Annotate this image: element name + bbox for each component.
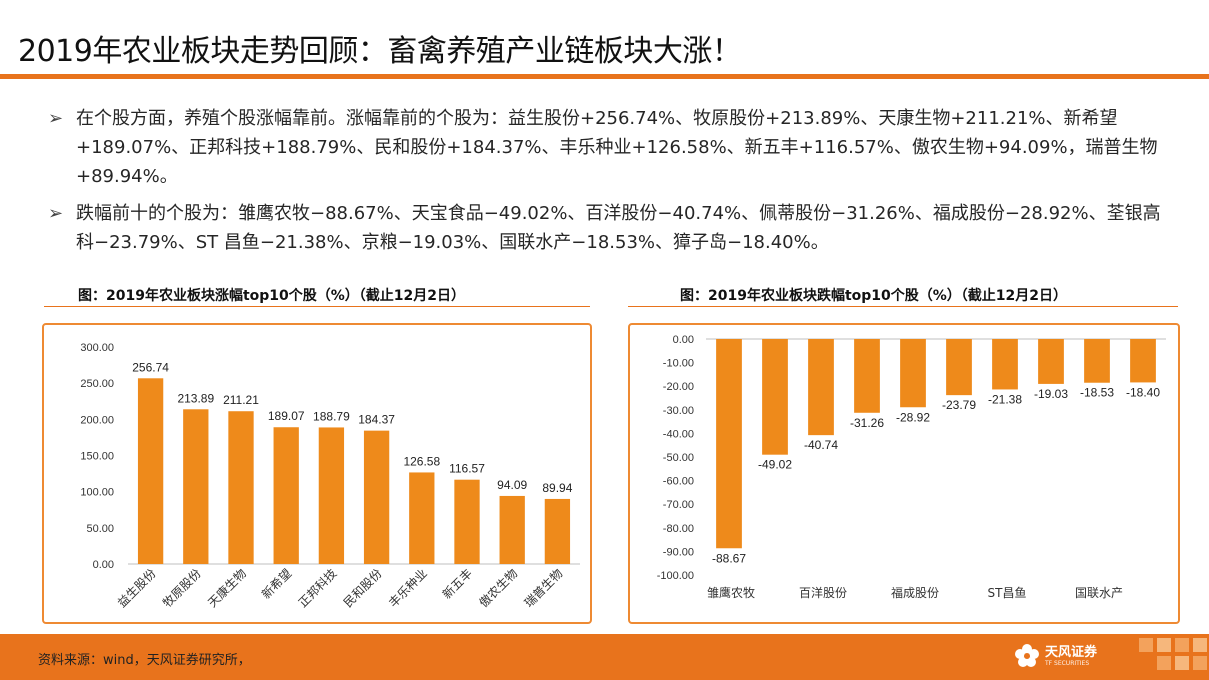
y-tick-label: 200.00 [80,414,114,426]
bar [1038,339,1064,384]
x-tick-label: 民和股份 [341,566,385,610]
losers-chart-svg: 0.00 -10.00 -20.00 -30.00 -40.00 -50.00 -60.00… [657,334,1166,600]
y-tick-label: 250.00 [80,378,114,390]
bar [228,411,254,564]
y-tick-label: -40.00 [663,428,694,440]
x-tick-label: 国联水产 [1075,586,1123,600]
bar [762,339,788,455]
data-label: 126.58 [403,454,440,468]
bar [946,339,972,396]
page-title: 2019年农业板块走势回顾：畜禽养殖产业链板块大涨！ [18,34,742,69]
bullet-text-gainers: 在个股方面，养殖个股涨幅靠前。涨幅靠前的个股为：益生股份+256.74%、牧原股… [76,108,1158,187]
y-tick-label: -20.00 [663,381,694,393]
x-tick-label: 福成股份 [891,585,939,600]
data-label: -40.74 [804,438,838,452]
y-tick-label: 0.00 [673,334,694,346]
left-chart-caption: 图：2019年农业板块涨幅top10个股（%）（截止12月2日） [78,288,466,304]
bar [1084,339,1110,383]
data-label: 213.89 [177,391,214,405]
gainers-chart-svg: 300.00 250.00 200.00 150.00 100.00 50.00 0.00 2… [80,342,580,611]
right-caption-line [628,306,1178,307]
data-label: -23.79 [942,398,976,412]
bar [183,409,209,564]
data-label: -18.53 [1080,386,1114,400]
data-label: -18.40 [1126,385,1160,399]
brand-logo: 天风证券 TF SECURITIES [1013,642,1097,670]
data-label: -28.92 [896,410,930,424]
data-label: -21.38 [988,392,1022,406]
y-tick-label: 150.00 [80,451,114,463]
bar [808,339,834,436]
gainers-chart: 300.00 250.00 200.00 150.00 100.00 50.00 0.00 2… [42,323,592,624]
x-tick-label: 正邦科技 [296,566,340,610]
x-tick-label: 傲农生物 [476,566,521,611]
flower-logo-icon [1014,644,1039,667]
brand-subtitle: TF SECURITIES [1044,659,1090,667]
bar [900,339,926,408]
y-tick-label: -30.00 [663,405,694,417]
data-label: 116.57 [449,462,485,476]
data-label: 211.21 [223,393,259,407]
bar [992,339,1018,390]
title-underline [0,74,1209,79]
bar [1130,339,1156,383]
right-chart-caption: 图：2019年农业板块跌幅top10个股（%）（截止12月2日） [680,288,1068,304]
y-tick-label: -100.00 [657,570,694,582]
x-tick-label: ST昌鱼 [988,586,1027,600]
y-tick-label: 300.00 [80,342,114,354]
data-label: -49.02 [758,458,792,472]
data-label: 184.37 [358,413,395,427]
bar [854,339,880,413]
x-tick-label: 新五丰 [439,566,475,602]
bullet-gainers: ➢ 在个股方面，养殖个股涨幅靠前。涨幅靠前的个股为：益生股份+256.74%、牧… [48,104,1178,191]
x-tick-label: 百洋股份 [799,585,847,600]
corner-decoration-icon [1139,638,1207,670]
x-tick-label: 牧原股份 [160,566,204,610]
bar [499,495,525,564]
y-tick-label: -70.00 [663,499,694,511]
brand-name: 天风证券 [1044,644,1097,660]
bullet-marker: ➢ [48,108,64,129]
y-tick-label: -50.00 [663,452,694,464]
data-label: 188.79 [313,409,350,423]
x-tick-label: 瑞普生物 [522,566,566,610]
data-label: -88.67 [712,551,746,565]
data-label: -19.03 [1034,387,1068,401]
data-label: 94.09 [497,478,527,492]
bullet-losers: ➢ 跌幅前十的个股为：雏鹰农牧−88.67%、天宝食品−49.02%、百洋股份−… [48,199,1178,257]
y-tick-label: -90.00 [663,546,694,558]
bullet-text-losers: 跌幅前十的个股为：雏鹰农牧−88.67%、天宝食品−49.02%、百洋股份−40… [76,203,1161,253]
bar [454,479,480,564]
data-label: -31.26 [850,416,884,430]
x-tick-label: 新希望 [258,566,294,602]
x-tick-label: 益生股份 [115,566,159,610]
y-tick-label: 0.00 [93,559,114,571]
losers-chart: 0.00 -10.00 -20.00 -30.00 -40.00 -50.00 -60.00… [628,323,1180,624]
bar [318,427,345,564]
bar [137,378,164,564]
y-tick-label: 50.00 [86,523,114,535]
bar [409,472,435,564]
data-label: 189.07 [268,409,305,423]
x-tick-label: 雏鹰农牧 [707,585,755,600]
x-tick-label: 天康生物 [205,566,250,611]
data-label: 256.74 [132,360,169,374]
bar [716,339,742,549]
bullet-list: ➢ 在个股方面，养殖个股涨幅靠前。涨幅靠前的个股为：益生股份+256.74%、牧… [48,104,1178,265]
y-tick-label: 100.00 [80,487,114,499]
bar [273,427,299,564]
footer-bar: 资料来源：wind，天风证券研究所， 天风证券 TF SECURITIES [0,634,1209,680]
bullet-marker: ➢ [48,203,64,224]
data-label: 89.94 [542,481,572,495]
y-tick-label: -80.00 [663,523,694,535]
bar [544,498,571,564]
x-tick-label: 丰乐种业 [386,566,430,610]
y-tick-label: -10.00 [663,358,694,370]
bar [363,430,390,564]
y-tick-label: -60.00 [663,476,694,488]
source-note: 资料来源：wind，天风证券研究所， [38,653,251,668]
left-caption-line [44,306,590,307]
